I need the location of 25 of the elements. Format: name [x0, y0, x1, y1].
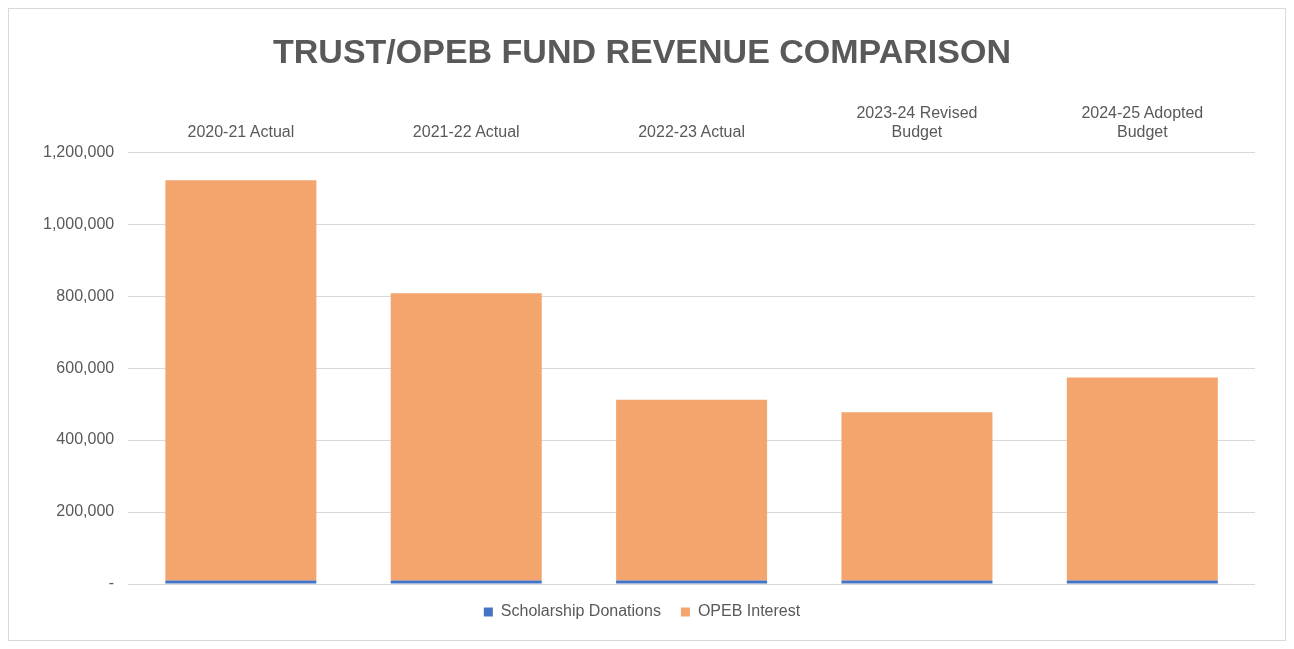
- bar: [841, 412, 993, 581]
- legend-label: OPEB Interest: [697, 602, 801, 620]
- bar: [616, 399, 768, 581]
- y-tick-label: 400,000: [56, 430, 115, 448]
- bar: [616, 580, 768, 584]
- chart-title: TRUST/OPEB FUND REVENUE COMPARISON: [273, 31, 1011, 70]
- y-tick-label: -: [108, 574, 115, 592]
- bar: [165, 180, 317, 581]
- y-tick-label: 600,000: [56, 358, 115, 376]
- y-tick-label: 800,000: [56, 286, 115, 304]
- bar: [841, 580, 993, 584]
- x-tick-label: 2022-23 Actual: [638, 123, 745, 141]
- bar: [165, 580, 317, 584]
- x-tick-label: 2023-24 Revised Budget: [856, 103, 978, 141]
- x-tick-label: 2020-21 Actual: [187, 123, 295, 141]
- bar: [1066, 377, 1218, 581]
- y-tick-label: 200,000: [56, 502, 115, 520]
- y-tick-label: 1,200,000: [42, 142, 115, 160]
- x-tick-label: 2021-22 Actual: [412, 123, 520, 141]
- x-tick-label: 2024-25 Adopted Budget: [1081, 103, 1204, 141]
- bar: [1066, 580, 1218, 584]
- bar: [390, 293, 542, 581]
- bar: [390, 580, 542, 584]
- y-tick-label: 1,000,000: [42, 214, 115, 232]
- legend-label: Scholarship Donations: [500, 602, 661, 620]
